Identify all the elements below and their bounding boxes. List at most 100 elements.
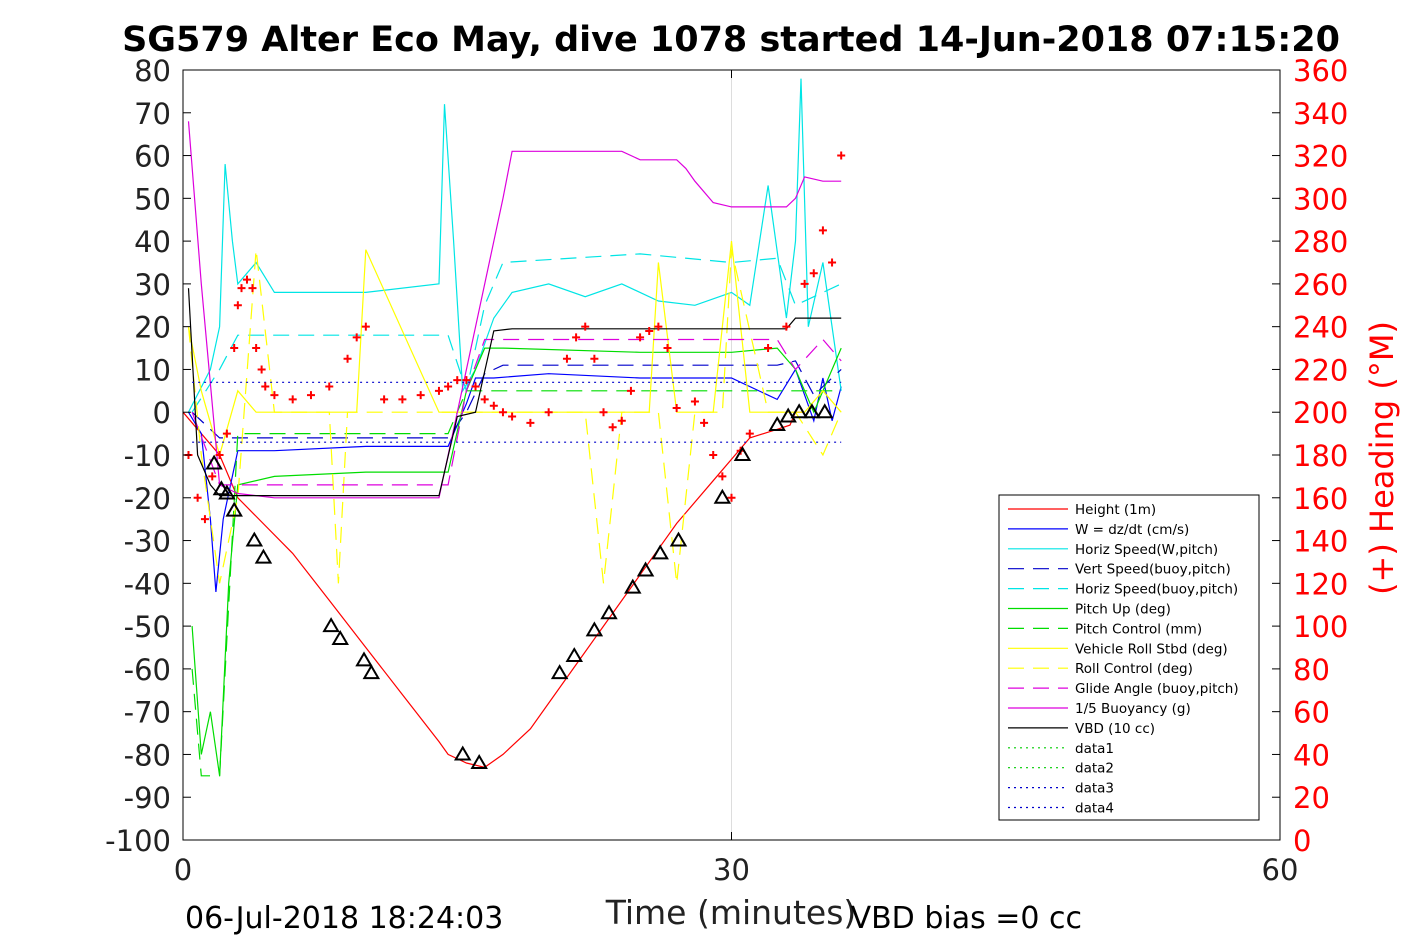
y-tick-label: -30 [124,525,171,559]
chart-title: SG579 Alter Eco May, dive 1078 started 1… [122,20,1340,60]
y-right-tick-label: 140 [1293,525,1348,559]
y-right-tick-label: 60 [1293,696,1330,730]
axis-ticks: -100-90-80-70-60-50-40-30-20-10010203040… [105,54,1348,887]
heading-marker [727,493,736,502]
y-tick-label: 10 [134,353,171,387]
x-tick-label: 60 [1262,853,1299,887]
y-tick-label: 60 [134,140,171,174]
series-line-1 [187,368,842,592]
y-tick-label: 0 [153,396,171,430]
y-tick-label: -80 [124,738,171,772]
heading-marker [837,151,846,160]
heading-marker [233,301,242,310]
legend-label-8: Roll Control (deg) [1075,661,1193,677]
heading-marker [242,275,251,284]
x-axis-label: Time (minutes) [605,893,857,932]
series-line-2 [187,78,842,413]
heading-marker [193,493,202,502]
y-tick-label: 50 [134,182,171,216]
heading-marker [215,451,224,459]
y-right-tick-label: 80 [1293,653,1330,687]
y-tick-label: 70 [134,97,171,131]
y-right-tick-label: 120 [1293,567,1348,601]
heading-marker [672,403,681,412]
legend-label-0: Height (1m) [1075,502,1156,518]
height-marker [669,531,688,547]
y-right-tick-label: 20 [1293,781,1330,815]
series-line-9 [191,338,842,486]
heading-marker [526,418,535,427]
heading-marker [306,391,315,400]
series-line-8 [187,249,842,584]
legend-label-11: VBD (10 cc) [1075,721,1155,737]
y-tick-label: 80 [134,54,171,88]
series-lines [182,78,842,777]
y-tick-label: 40 [134,225,171,259]
heading-marker [626,386,635,395]
y-right-tick-label: 300 [1293,182,1348,216]
heading-marker [809,269,818,278]
height-marker [790,403,808,419]
heading-marker [444,382,453,391]
heading-marker [828,258,837,267]
footer-date: 06-Jul-2018 18:24:03 [185,901,503,936]
height-marker [322,617,340,633]
y-right-axis-label: (+) Heading (°M) [1363,321,1401,595]
y-right-tick-label: 40 [1293,738,1330,772]
legend-label-3: Vert Speed(buoy,pitch) [1075,562,1231,578]
heading-marker [764,344,773,353]
heading-marker [462,376,471,385]
series-line-10 [187,121,842,499]
heading-marker [572,333,581,342]
heading-marker [636,333,645,342]
heading-marker [581,322,590,331]
height-marker [624,578,642,594]
legend-label-7: Vehicle Roll Stbd (deg) [1075,641,1228,657]
legend-label-13: data2 [1075,761,1114,777]
heading-marker [818,226,827,235]
heading-marker [544,408,553,417]
height-marker [205,454,223,470]
legend-label-12: data1 [1075,741,1114,757]
height-marker [733,446,752,461]
heading-marker [416,391,425,400]
height-marker [470,754,488,769]
height-marker [362,664,381,680]
y-right-tick-label: 240 [1293,311,1348,345]
height-marker [355,651,373,667]
legend-label-5: Pitch Up (deg) [1075,602,1171,618]
heading-marker [617,416,626,425]
heading-marker [270,391,279,400]
y-tick-label: 30 [134,268,171,302]
y-tick-label: -10 [124,439,171,473]
y-tick-label: -60 [124,653,171,687]
heading-marker [498,408,507,417]
y-right-tick-label: 180 [1293,439,1348,473]
height-marker [565,647,584,663]
y-tick-label: -20 [124,482,171,516]
heading-marker [489,401,498,410]
x-tick-label: 0 [174,853,192,887]
height-marker [453,745,472,761]
heading-marker [200,515,209,524]
height-marker [816,403,834,419]
height-marker [254,548,273,564]
heading-marker [248,284,257,293]
legend: Height (1m) W = dz/dt (cm/s) Horiz Speed(W… [998,494,1260,821]
heading-marker [508,412,517,421]
heading-marker [380,395,389,404]
legend-label-15: data4 [1075,801,1114,817]
heading-marker [745,429,754,438]
heading-marker [654,322,663,331]
heading-marker [352,333,361,342]
y-right-tick-label: 200 [1293,396,1348,430]
heading-marker [471,382,480,391]
heading-marker [590,354,599,363]
legend-label-1: W = dz/dt (cm/s) [1075,522,1189,538]
y-tick-label: -50 [124,610,171,644]
y-right-tick-label: 260 [1293,268,1348,302]
heading-marker [690,397,699,406]
heading-marker [252,344,261,353]
heading-marker [398,395,407,404]
